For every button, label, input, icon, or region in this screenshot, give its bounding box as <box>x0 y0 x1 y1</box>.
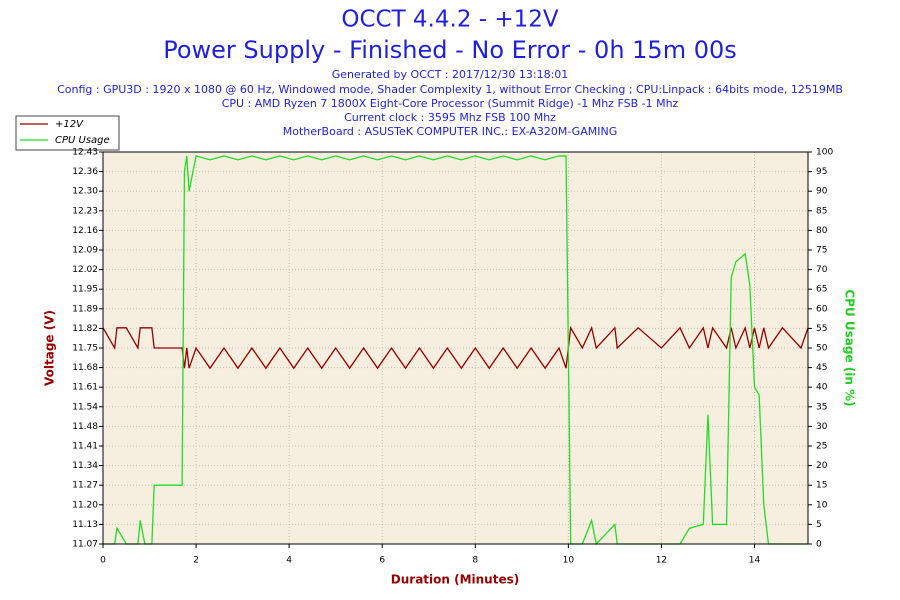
y2-tick-label: 65 <box>816 285 827 295</box>
x-tick-label: 12 <box>656 556 667 566</box>
y-tick-label: 12.30 <box>72 187 98 197</box>
x-tick-label: 8 <box>472 556 478 566</box>
y-tick-label: 11.95 <box>72 285 98 295</box>
info-line: Current clock : 3595 Mhz FSB 100 Mhz <box>344 111 556 124</box>
y-tick-label: 11.41 <box>72 442 98 452</box>
y2-tick-label: 90 <box>816 187 828 197</box>
info-line: Generated by OCCT : 2017/12/30 13:18:01 <box>332 68 569 81</box>
legend-label: +12V <box>55 119 84 130</box>
legend <box>15 115 120 151</box>
y-tick-label: 12.09 <box>72 246 98 256</box>
y2-tick-label: 60 <box>816 304 828 314</box>
y2-tick-label: 55 <box>816 324 827 334</box>
y2-tick-label: 100 <box>816 148 833 158</box>
y-tick-label: 12.23 <box>72 206 98 216</box>
y-tick-label: 12.43 <box>72 148 98 158</box>
x-axis-label: Duration (Minutes) <box>391 573 519 587</box>
y-tick-label: 12.02 <box>72 265 98 275</box>
y-tick-label: 12.36 <box>72 167 98 177</box>
x-tick-label: 2 <box>193 556 199 566</box>
y2-tick-label: 10 <box>816 500 828 510</box>
y-tick-label: 11.34 <box>72 461 98 471</box>
y2-tick-label: 30 <box>816 422 828 432</box>
x-tick-label: 14 <box>749 556 761 566</box>
y2-tick-label: 85 <box>816 206 827 216</box>
y2-tick-label: 50 <box>816 344 828 354</box>
y-axis-label: Voltage (V) <box>43 310 57 386</box>
plot-border <box>102 151 809 545</box>
y2-tick-label: 15 <box>816 481 827 491</box>
y2-tick-label: 75 <box>816 246 827 256</box>
y2-tick-label: 40 <box>816 383 828 393</box>
y2-tick-label: 70 <box>816 265 828 275</box>
x-tick-label: 0 <box>100 556 106 566</box>
series-line <box>103 155 808 546</box>
y-tick-label: 11.48 <box>72 422 98 432</box>
y-tick-label: 11.13 <box>72 520 98 530</box>
y-tick-label: 11.82 <box>72 324 98 334</box>
y-tick-label: 11.27 <box>72 481 98 491</box>
info-line: MotherBoard : ASUSTeK COMPUTER INC.: EX-… <box>283 125 617 138</box>
y-tick-label: 11.20 <box>72 500 98 510</box>
y-tick-label: 11.54 <box>72 402 98 412</box>
y-tick-label: 11.61 <box>72 383 98 393</box>
y-tick-label: 11.68 <box>72 363 98 373</box>
y-tick-label: 12.16 <box>72 226 98 236</box>
x-tick-label: 10 <box>563 556 575 566</box>
y2-tick-label: 25 <box>816 442 827 452</box>
x-tick-label: 4 <box>286 556 292 566</box>
chart-title: OCCT 4.4.2 - +12V <box>341 7 559 33</box>
info-line: Config : GPU3D : 1920 x 1080 @ 60 Hz, Wi… <box>57 83 843 96</box>
info-line: CPU : AMD Ryzen 7 1800X Eight-Core Proce… <box>222 97 679 110</box>
y-tick-label: 11.89 <box>72 304 98 314</box>
y-tick-label: 11.07 <box>72 540 98 550</box>
x-tick-label: 6 <box>379 556 385 566</box>
series-line <box>102 325 809 370</box>
chart-subtitle: Power Supply - Finished - No Error - 0h … <box>163 36 737 64</box>
y2-tick-label: 20 <box>816 461 828 471</box>
y2-tick-label: 0 <box>816 540 822 550</box>
y2-axis-label: CPU Usage (in %) <box>843 289 857 406</box>
y2-tick-label: 80 <box>816 226 828 236</box>
y-tick-label: 11.75 <box>72 344 98 354</box>
y2-tick-label: 45 <box>816 363 827 373</box>
y2-tick-label: 5 <box>816 520 822 530</box>
y2-tick-label: 95 <box>816 167 827 177</box>
y2-tick-label: 35 <box>816 402 827 412</box>
legend-label: CPU Usage <box>55 135 110 146</box>
